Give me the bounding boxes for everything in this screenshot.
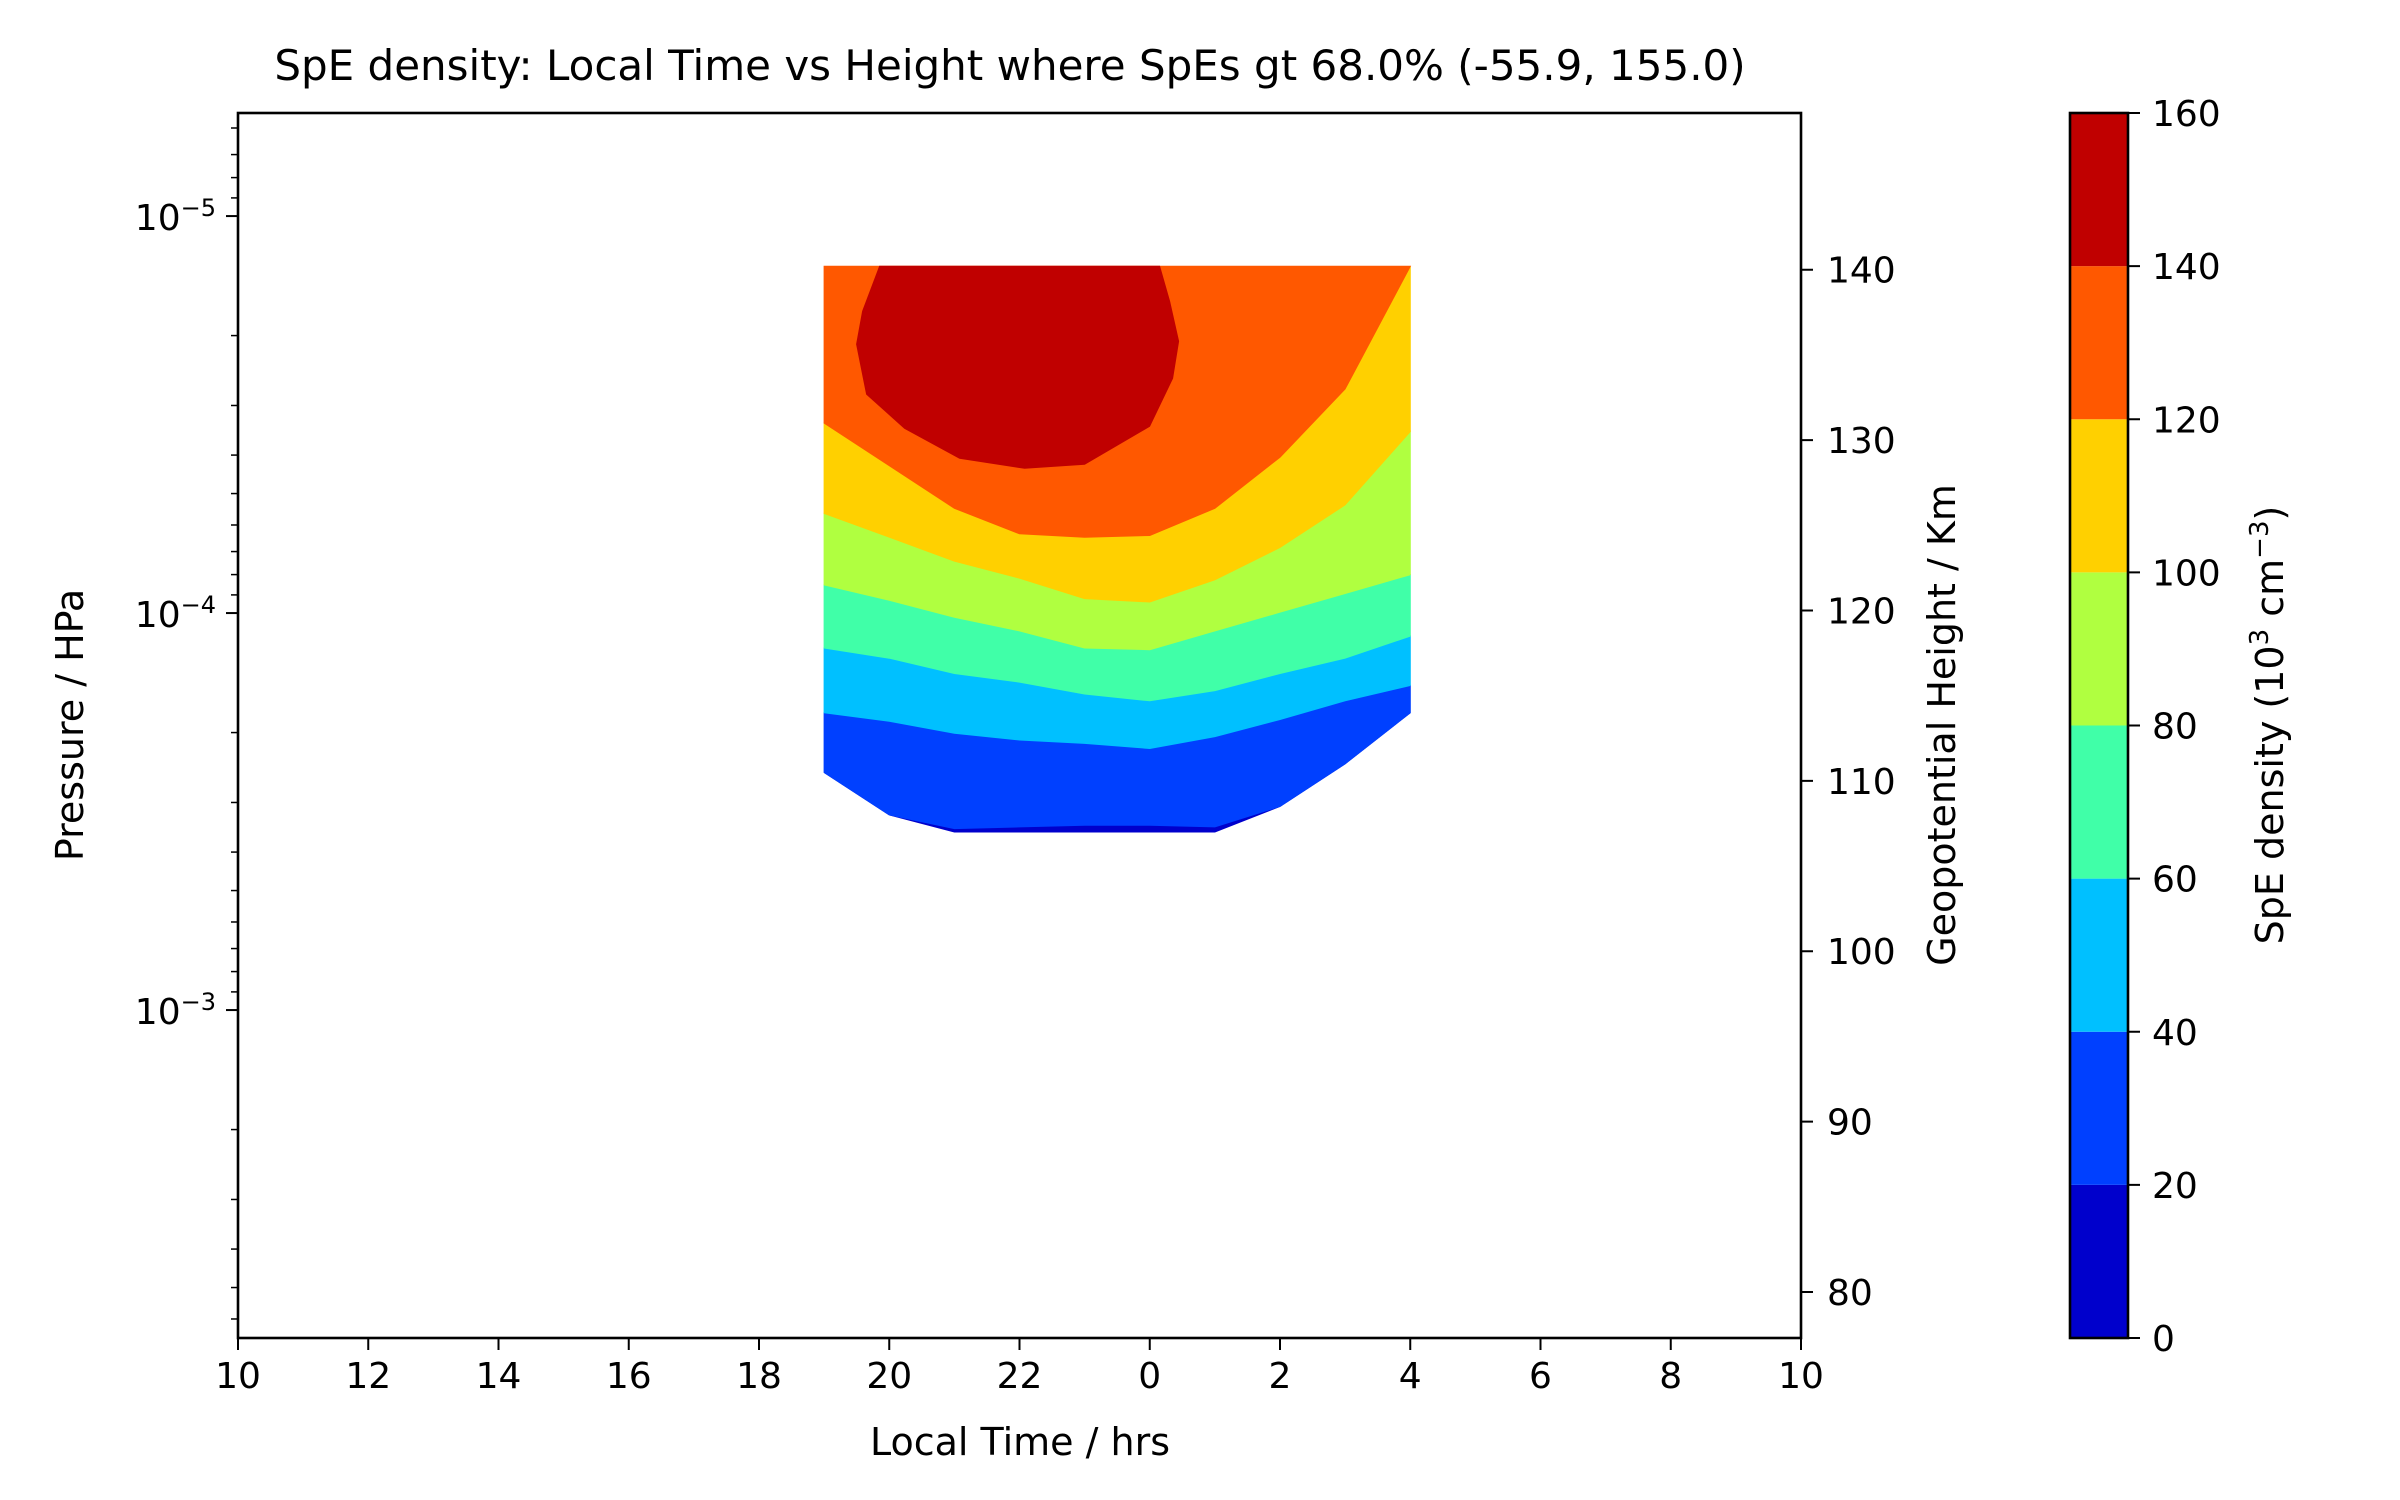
x-tick-label: 2 bbox=[1269, 1356, 1292, 1397]
x-tick-label: 14 bbox=[476, 1356, 522, 1397]
contour-band-max bbox=[856, 265, 1180, 469]
colorbar: 0 20 40 60 80 100 120 140 160 bbox=[2068, 94, 2221, 1360]
colorbar-label-exp2: −3 bbox=[2245, 521, 2275, 559]
colorbar-label: SpE density (103 cm−3) bbox=[2245, 506, 2292, 945]
colorbar-label-mid: cm bbox=[2248, 559, 2292, 629]
colorbar-segment bbox=[2070, 572, 2128, 726]
chart-title: SpE density: Local Time vs Height where … bbox=[274, 41, 1745, 90]
y-left-tick-label: 10−3 bbox=[135, 988, 216, 1033]
contour-fill-group bbox=[823, 265, 1412, 833]
colorbar-segment bbox=[2070, 1184, 2128, 1338]
colorbar-segment bbox=[2070, 725, 2128, 879]
y-left-tick-exp: −4 bbox=[181, 591, 216, 619]
colorbar-tick-label: 80 bbox=[2152, 707, 2198, 748]
x-tick-label: 0 bbox=[1138, 1356, 1161, 1397]
colorbar-segment bbox=[2070, 266, 2128, 420]
y-right-tick-label: 110 bbox=[1827, 762, 1896, 803]
y-left-tick-base: 10 bbox=[135, 992, 181, 1033]
colorbar-tick-label: 100 bbox=[2152, 553, 2221, 594]
colorbar-segment bbox=[2070, 419, 2128, 573]
y-right-tick-label: 120 bbox=[1827, 591, 1896, 632]
x-tick-label: 8 bbox=[1659, 1356, 1682, 1397]
x-tick-label: 22 bbox=[997, 1356, 1043, 1397]
colorbar-tick-label: 140 bbox=[2152, 247, 2221, 288]
y-left-tick-base: 10 bbox=[135, 198, 181, 239]
colorbar-tick-label: 160 bbox=[2152, 94, 2221, 135]
y-axis-left: 10−510−410−3 bbox=[135, 127, 238, 1320]
colorbar-label-prefix: SpE density (10 bbox=[2248, 645, 2292, 944]
colorbar-tick-label: 40 bbox=[2152, 1013, 2198, 1054]
y-axis-right-label: Geopotential Height / Km bbox=[1920, 484, 1964, 966]
y-right-tick-label: 100 bbox=[1827, 932, 1896, 973]
y-left-tick-exp: −3 bbox=[181, 988, 216, 1016]
chart-title-group: SpE density: Local Time vs Height where … bbox=[274, 41, 1745, 90]
x-axis-label: Local Time / hrs bbox=[870, 1420, 1170, 1464]
y-axis-right: 80 90 100 110 120 130 140 bbox=[1801, 251, 1896, 1314]
x-tick-label: 12 bbox=[345, 1356, 391, 1397]
x-tick-label: 18 bbox=[736, 1356, 782, 1397]
x-tick-label: 20 bbox=[866, 1356, 912, 1397]
colorbar-segment bbox=[2070, 1031, 2128, 1185]
x-tick-label: 10 bbox=[1778, 1356, 1824, 1397]
colorbar-label-suffix: ) bbox=[2248, 506, 2292, 521]
x-tick-label: 10 bbox=[215, 1356, 261, 1397]
y-right-tick-label: 80 bbox=[1827, 1273, 1873, 1314]
colorbar-tick-label: 0 bbox=[2152, 1319, 2175, 1360]
y-axis-left-label: Pressure / HPa bbox=[48, 589, 92, 861]
colorbar-segment bbox=[2070, 878, 2128, 1032]
y-left-tick-base: 10 bbox=[135, 595, 181, 636]
y-left-tick-exp: −5 bbox=[181, 194, 216, 222]
colorbar-segment bbox=[2070, 113, 2128, 267]
colorbar-tick-label: 20 bbox=[2152, 1166, 2198, 1207]
x-tick-label: 16 bbox=[606, 1356, 652, 1397]
y-right-tick-label: 130 bbox=[1827, 421, 1896, 462]
y-right-tick-label: 140 bbox=[1827, 251, 1896, 292]
colorbar-label-exp1: 3 bbox=[2245, 629, 2275, 646]
y-right-tick-label: 90 bbox=[1827, 1103, 1873, 1144]
x-tick-label: 4 bbox=[1399, 1356, 1422, 1397]
colorbar-tick-label: 60 bbox=[2152, 860, 2198, 901]
y-left-tick-label: 10−5 bbox=[135, 194, 216, 239]
x-tick-label: 6 bbox=[1529, 1356, 1552, 1397]
y-left-tick-label: 10−4 bbox=[135, 591, 216, 636]
x-axis: 10 12 14 16 18 20 22 0 2 4 6 8 10 bbox=[215, 1338, 1824, 1397]
colorbar-tick-label: 120 bbox=[2152, 400, 2221, 441]
